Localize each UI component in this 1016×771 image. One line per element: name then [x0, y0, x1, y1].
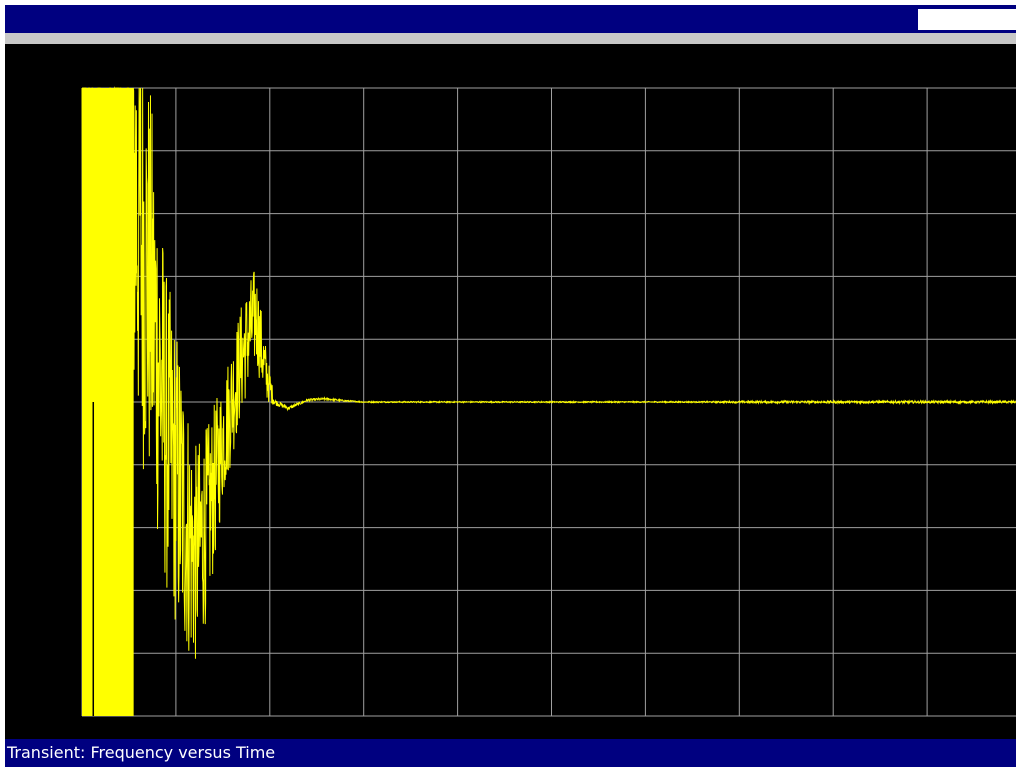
- status-bar-label: Transient: Frequency versus Time: [7, 743, 276, 762]
- frequency-trace-line: [81, 86, 1016, 659]
- saturated-trace-region: [82, 88, 134, 716]
- frequency-trace: [81, 86, 1016, 716]
- plot-area: [5, 44, 1016, 739]
- status-bar: Transient: Frequency versus Time: [5, 739, 1016, 767]
- plot-background: [5, 44, 1016, 739]
- title-bar: [5, 5, 1016, 33]
- frequency-time-plot: [5, 44, 1016, 739]
- title-bar-input[interactable]: [918, 9, 1016, 30]
- separator-strip: [5, 33, 1016, 44]
